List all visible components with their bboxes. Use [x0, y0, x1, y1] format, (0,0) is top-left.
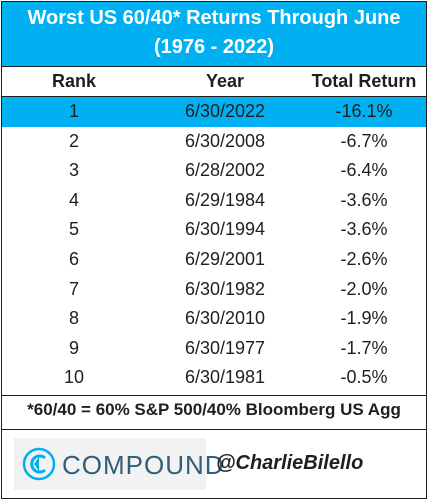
rank-cell: 2 — [68, 130, 79, 151]
rank-cell: 5 — [68, 219, 79, 240]
brand-divider — [2, 429, 426, 430]
footnote: *60/40 = 60% S&P 500/40% Bloomberg US Ag… — [27, 400, 401, 419]
author-handle: @CharlieBilello — [216, 452, 364, 474]
title-banner: Worst US 60/40* Returns Through June (19… — [2, 2, 426, 67]
compound-logo-icon — [22, 447, 56, 481]
header-rank: Rank — [51, 71, 96, 91]
rank-cell: 8 — [68, 308, 79, 329]
table-row: 9 6/30/1977 -1.7% — [2, 334, 426, 364]
total-return-cell: -6.4% — [340, 160, 388, 181]
header-year: Year — [205, 71, 245, 91]
branding-row: COMPOUND @CharlieBilello — [2, 430, 426, 498]
total-return-cell: -1.9% — [340, 308, 388, 329]
rank-cell: 9 — [68, 337, 79, 358]
year-cell: 6/28/2002 — [184, 160, 266, 181]
year-cell: 6/29/1984 — [184, 189, 266, 210]
rank-cell: 3 — [68, 160, 79, 181]
table-row: 1 6/30/2022 -16.1% — [2, 97, 426, 127]
year-cell: 6/30/2008 — [184, 130, 266, 151]
rank-cell: 7 — [68, 278, 79, 299]
compound-logo: COMPOUND — [14, 438, 224, 490]
table-row: 10 6/30/1981 -0.5% — [2, 363, 426, 393]
year-cell: 6/30/2022 — [184, 101, 266, 121]
total-return-cell: -2.6% — [340, 249, 388, 269]
year-cell: 6/30/1982 — [184, 278, 266, 299]
rank-cell: 1 — [68, 101, 79, 121]
table-row: 7 6/30/1982 -2.0% — [2, 275, 426, 305]
total-return-cell: -2.0% — [340, 278, 388, 299]
total-return-cell: -0.5% — [340, 367, 388, 388]
footnote-divider — [2, 395, 426, 396]
total-return-cell: -1.7% — [340, 337, 388, 358]
year-cell: 6/30/1977 — [184, 337, 266, 358]
year-cell: 6/30/1981 — [184, 367, 266, 388]
total-return-cell: -16.1% — [335, 101, 393, 121]
header-total-return: Total Return — [311, 71, 417, 91]
total-return-cell: -3.6% — [340, 189, 388, 210]
rank-cell: 6 — [68, 249, 79, 269]
table-row: 2 6/30/2008 -6.7% — [2, 127, 426, 157]
total-return-cell: -6.7% — [340, 130, 388, 151]
year-cell: 6/30/2010 — [184, 308, 266, 329]
table-row: 8 6/30/2010 -1.9% — [2, 304, 426, 334]
chart-subtitle: (1976 - 2022) — [153, 36, 275, 58]
table-row: 6 6/29/2001 -2.6% — [2, 245, 426, 275]
chart-title: Worst US 60/40* Returns Through June — [27, 7, 401, 29]
logo-text: COMPOUND — [62, 450, 225, 480]
table-row: 3 6/28/2002 -6.4% — [2, 156, 426, 186]
table-row: 5 6/30/1994 -3.6% — [2, 215, 426, 245]
year-cell: 6/29/2001 — [184, 249, 266, 269]
rank-cell: 4 — [68, 189, 79, 210]
total-return-cell: -3.6% — [340, 219, 388, 240]
year-cell: 6/30/1994 — [184, 219, 266, 240]
rank-cell: 10 — [63, 367, 85, 388]
table-row: 4 6/29/1984 -3.6% — [2, 186, 426, 216]
table-header: Rank Year Total Return — [2, 66, 426, 97]
